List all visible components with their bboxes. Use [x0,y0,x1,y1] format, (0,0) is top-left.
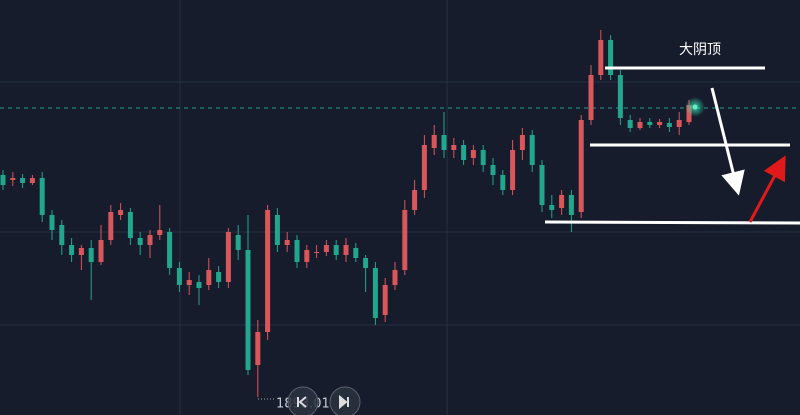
candle-body [617,75,623,118]
candle-body [559,195,565,208]
candle-body [69,245,75,255]
candle-body [176,268,182,285]
candle-body [225,232,231,282]
candle-body [588,75,594,120]
next-button[interactable] [329,386,361,415]
candle-body [323,245,329,252]
annotation: 大阴顶 [679,42,721,58]
candle-body [39,178,45,215]
candle-body [470,150,476,158]
candle-body [294,240,300,262]
candle-body [461,145,467,160]
plot [0,30,800,397]
candle-body [196,282,202,288]
candle-body [78,248,84,255]
candle-body [167,232,173,268]
candle-body [265,210,271,332]
candle-body [480,150,486,165]
candle-body [657,122,663,125]
candle-body [29,178,35,183]
replay-button[interactable] [287,386,319,415]
candle-body [255,332,261,365]
candle-body [137,238,143,245]
candle-body [608,40,614,75]
candle-body [118,210,124,215]
candle-body [519,135,525,150]
candle-body [98,240,104,262]
candle-body [392,270,398,285]
candle-body [402,210,408,270]
candle-body [157,230,163,235]
candle-body [206,270,212,285]
candle-body [510,150,516,190]
candle-body [637,122,643,128]
drawn-arrow [748,155,786,223]
candle-body [578,120,584,212]
candle-body [500,175,506,190]
candle-body [304,250,310,262]
candle-body [421,145,427,190]
candle-body [372,268,378,318]
candle-body [216,272,222,282]
candle-body [343,245,349,255]
candle-body [245,250,251,370]
candle-body [284,240,290,245]
candle-body [333,245,339,255]
candle-body [539,165,545,205]
candle-body [49,215,55,230]
candle-body [490,165,496,175]
candle-body [666,123,672,127]
candle-body [676,120,682,127]
candle-body [20,178,26,183]
candle-body [598,40,604,75]
candle-body [431,135,437,148]
candle-body [363,258,369,268]
candle-body [127,212,133,238]
drawn-line [544,220,800,225]
candle-body [274,215,280,245]
candle-body [0,175,6,185]
candle-body [647,122,653,125]
candle-body [412,190,418,210]
candle-body [382,285,388,315]
last-price-dot [692,104,698,110]
candle-body [147,235,153,245]
candle-body [627,120,633,128]
candle-body [568,195,574,215]
candle-body [529,135,535,165]
candle-body [451,145,457,150]
candle-body [88,248,94,262]
candle-body [441,135,447,150]
candle-body [235,235,241,250]
candle-body [549,205,555,210]
candle-body [186,280,192,285]
candle-body [353,248,359,258]
drawn-arrow [710,87,745,196]
candle-body [10,178,16,180]
candle-body [108,212,114,240]
candle-body [59,225,65,245]
candle-body [314,252,320,253]
